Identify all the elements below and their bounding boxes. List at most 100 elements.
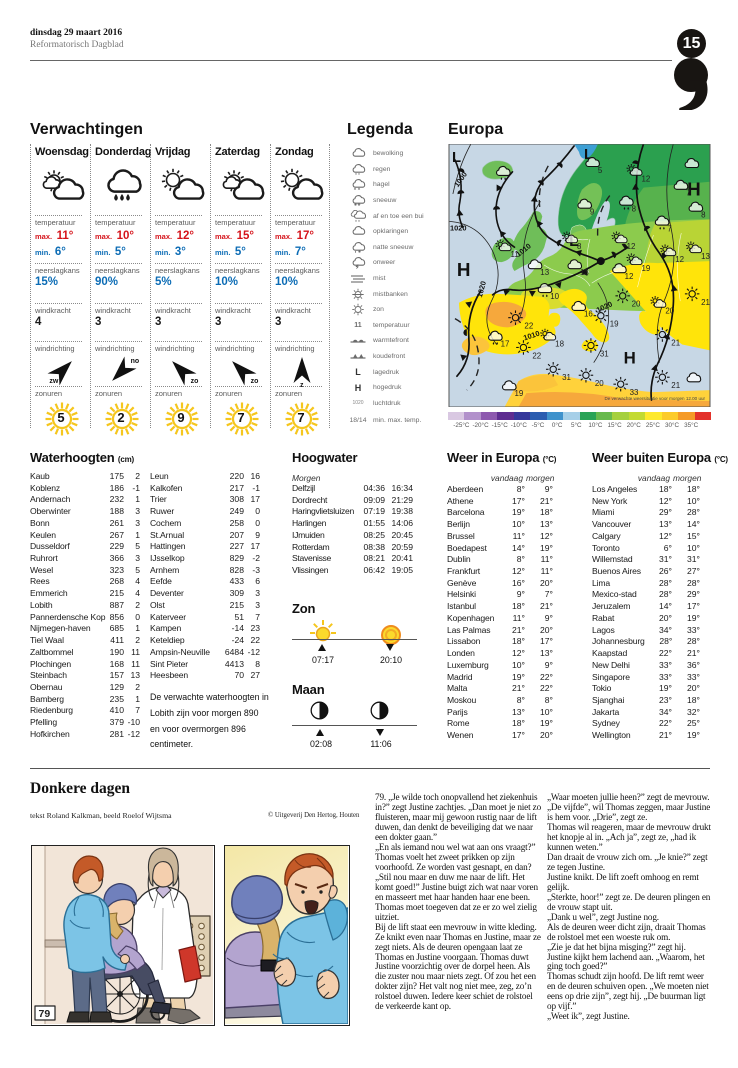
temp-tomorrow: 9° <box>544 612 553 623</box>
strip-paragraph: „Zie je dat het bijna misging?” zegt hij… <box>547 941 686 952</box>
divider <box>95 341 142 342</box>
svg-text:22: 22 <box>524 322 533 331</box>
station-name: Sint Pieter <box>150 658 188 669</box>
scale-segment <box>661 412 679 420</box>
city-weather-row: Los Angeles 18° 18° <box>592 484 700 496</box>
opklaringen-icon <box>347 225 369 238</box>
water-level-change: 1 <box>135 494 140 505</box>
water-level-row: Emmerich 215 4 <box>30 588 140 600</box>
tide-station-name: Dordrecht <box>292 494 328 505</box>
forecast-day-name: Zondag <box>275 146 314 158</box>
water-level: -24 <box>231 635 244 646</box>
water-level: 410 <box>109 705 124 716</box>
section-weer-in-europa: Weer in Europa (°C) vandaag morgen Aberd… <box>447 450 556 742</box>
water-level: 366 <box>109 553 124 564</box>
temp-tomorrow: 14° <box>687 519 700 530</box>
city-weather-row: Las Palmas 21° 20° <box>447 625 553 637</box>
city-name: Mexico-stad <box>592 589 637 600</box>
legend-item-label: af en toe een bui <box>373 212 424 220</box>
forecast-day-column: Donderdag temperatuur max. 10° min. 5° n… <box>90 144 151 435</box>
water-level-row: Keteldiep -24 22 <box>150 635 260 647</box>
panel-number: 79 <box>39 1008 51 1020</box>
city-weather-row: Toronto 6° 10° <box>592 543 700 555</box>
today-column-header: vandaag <box>490 473 523 483</box>
legend-item-label: temperatuur <box>373 321 410 329</box>
high-tide-row: Haringvlietsluizen 07:19 19:38 <box>292 506 417 518</box>
station-name: Steinbach <box>30 670 67 681</box>
legend-item: hagel <box>347 177 441 193</box>
station-name: Wesel <box>30 564 53 575</box>
water-level: 4413 <box>224 658 244 669</box>
tide-time-2: 19:38 <box>391 506 413 517</box>
weer-buiten-rows: Los Angeles 18° 18° New York 12° 10° Mia… <box>592 484 700 742</box>
water-level-change: 0 <box>255 517 260 528</box>
city-name: Barcelona <box>447 507 485 518</box>
water-level: 309 <box>229 588 244 599</box>
water-level-change: 1 <box>135 623 140 634</box>
maan-title: Maan <box>292 682 325 697</box>
water-level: 227 <box>229 541 244 552</box>
temp-tomorrow: 28° <box>687 507 700 518</box>
svg-text:21: 21 <box>701 298 710 307</box>
station-name: Pannerdensche Kop <box>30 611 106 622</box>
map-station: 8 <box>688 201 706 219</box>
legend-item: af en toe een bui <box>347 208 441 224</box>
station-name: Hofkirchen <box>30 728 70 739</box>
water-level-change: 17 <box>250 541 260 552</box>
wind-direction-label: windrichting <box>155 344 195 353</box>
high-tide-row: Harlingen 01:55 14:06 <box>292 518 417 530</box>
section-hoogwater: Hoogwater Morgen Delfzijl 04:36 16:34 Do… <box>292 450 417 577</box>
temperature-label: temperatuur <box>155 218 196 227</box>
city-name: Lima <box>592 577 611 588</box>
water-level-row: Cochem 258 0 <box>150 518 260 530</box>
water-level-row: Hattingen 227 17 <box>150 541 260 553</box>
station-name: Ruwer <box>150 506 175 517</box>
city-weather-row: Londen 12° 13° <box>447 648 553 660</box>
legend-item-label: onweer <box>373 259 396 267</box>
svg-text:20: 20 <box>595 379 604 388</box>
moonrise-icon <box>310 701 329 725</box>
strip-paragraph: „Stil nou maar en duw me naar de lift. H… <box>375 871 538 922</box>
scale-segment <box>497 412 514 420</box>
temp-today: 16° <box>512 577 525 588</box>
svg-text:7: 7 <box>686 189 690 198</box>
water-level-row: Trier 308 17 <box>150 494 260 506</box>
water-level-row: Riedenburg 410 7 <box>30 705 140 717</box>
city-weather-row: Wellington 21° 19° <box>592 730 700 742</box>
map-station: 17 <box>488 330 509 348</box>
sunset-time: 20:10 <box>379 655 403 665</box>
waterhoogten-column-1: Kaub 175 2 Koblenz 186 -1 Andernach 232 … <box>30 471 140 753</box>
water-level: 323 <box>109 564 124 575</box>
sun-hours-value: 9 <box>177 409 185 425</box>
city-name: Moskou <box>447 694 477 705</box>
city-weather-row: Dublin 8° 11° <box>447 554 553 566</box>
water-level: 215 <box>229 599 244 610</box>
city-name: Athene <box>447 495 474 506</box>
water-level-change: 17 <box>250 494 260 505</box>
station-name: Lobith <box>30 599 53 610</box>
station-name: Bamberg <box>30 693 64 704</box>
temp-tomorrow: 12° <box>540 530 553 541</box>
weer-europa-header: vandaag morgen <box>447 473 555 484</box>
precipitation-label: neerslagkans <box>215 265 260 275</box>
wind-force-value: 3 <box>95 316 102 328</box>
temp-tomorrow: 9° <box>544 484 553 494</box>
station-name: Kampen <box>150 623 182 634</box>
sunrise-icon <box>310 620 336 651</box>
temp-today: 18° <box>512 636 525 647</box>
station-name: Cochem <box>150 517 182 528</box>
scale-segment <box>464 412 481 420</box>
high-tide-row: Rotterdam 08:38 20:59 <box>292 542 417 554</box>
water-level-change: 3 <box>135 517 140 528</box>
water-level-row: Eefde 433 6 <box>150 576 260 588</box>
wind-direction-value: zo <box>190 377 199 385</box>
city-name: Istanbul <box>447 601 476 612</box>
station-name: IJsselkop <box>150 553 185 564</box>
divider <box>155 262 202 264</box>
precipitation-chance: 90% <box>95 275 119 288</box>
divider <box>275 262 322 264</box>
temp-tomorrow: 18° <box>687 484 700 494</box>
water-level: 6484 <box>224 646 244 657</box>
legend-item-label: luchtdruk <box>373 399 401 407</box>
divider <box>275 303 322 304</box>
